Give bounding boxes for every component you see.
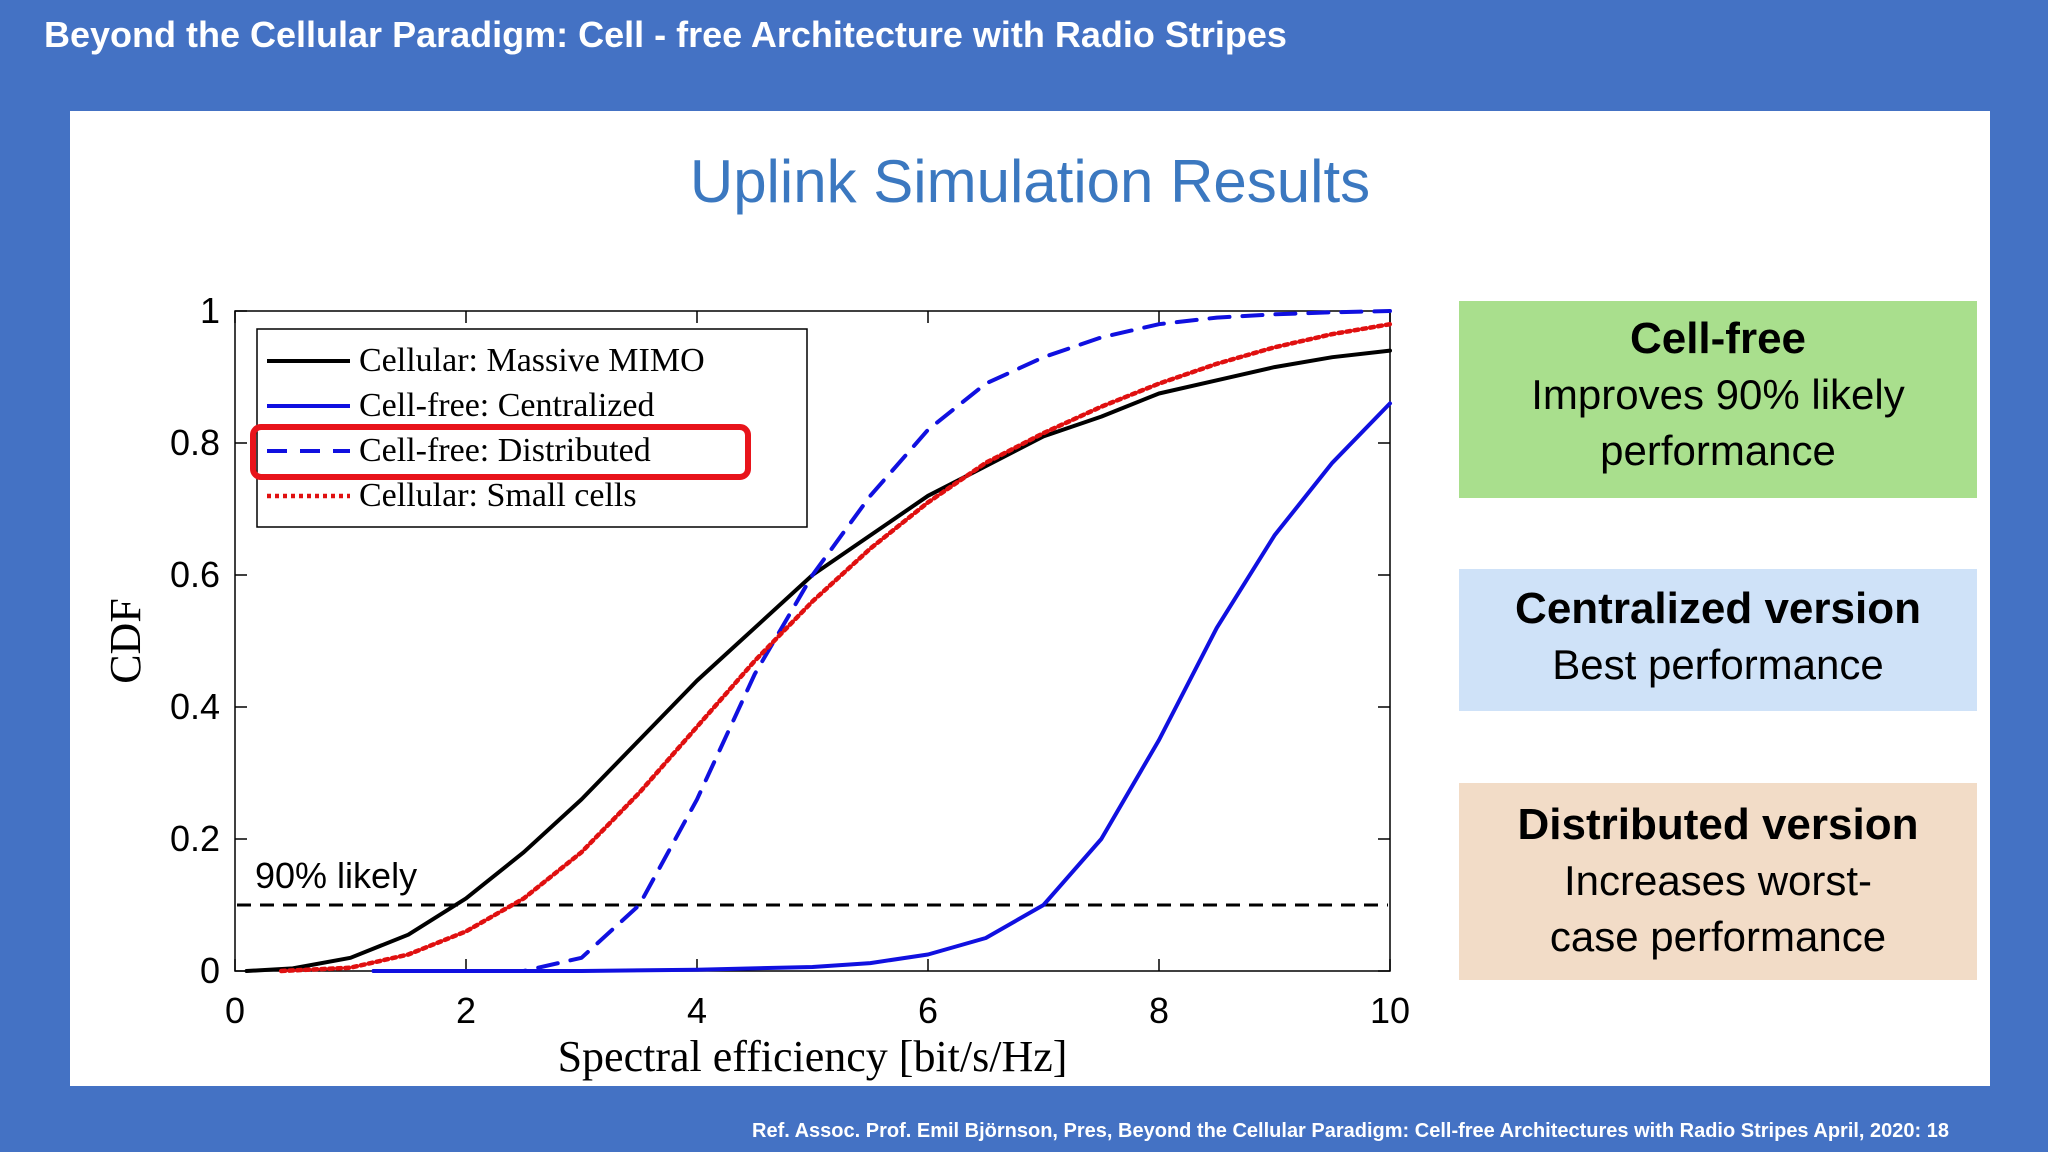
y-tick-label: 0.2 xyxy=(170,818,220,859)
y-tick-label: 1 xyxy=(200,290,220,331)
y-tick-label: 0.4 xyxy=(170,686,220,727)
slide-title: Uplink Simulation Results xyxy=(689,148,1371,215)
y-tick-label: 0.6 xyxy=(170,554,220,595)
x-tick-label: 0 xyxy=(225,990,245,1031)
x-tick-label: 6 xyxy=(918,990,938,1031)
callout-line: Improves 90% likely xyxy=(1531,371,1905,418)
callout-heading: Centralized version xyxy=(1515,584,1921,633)
callout-line: Increases worst- xyxy=(1563,857,1873,904)
x-tick-label: 8 xyxy=(1149,990,1169,1031)
y-tick-label: 0.8 xyxy=(170,422,220,463)
legend-entry: Cell-free: Centralized xyxy=(359,387,654,424)
y-axis-label: CDF xyxy=(101,598,150,684)
x-tick-label: 10 xyxy=(1370,990,1410,1031)
y-tick-label: 0 xyxy=(200,950,220,991)
presentation-title: Beyond the Cellular Paradigm: Cell - fre… xyxy=(44,14,1287,55)
legend-entry: Cell-free: Distributed xyxy=(359,432,651,469)
callout-centralized: Centralized version Best performance xyxy=(1459,569,1977,711)
x-tick-label: 4 xyxy=(687,990,707,1031)
plot-frame xyxy=(234,310,1391,972)
x-tick-label: 2 xyxy=(456,990,476,1031)
callout-heading: Distributed version xyxy=(1517,800,1919,849)
series-line-cell-free-distributed xyxy=(371,309,1392,973)
series-line-cellular-small-cells xyxy=(278,321,1393,974)
series-line-cell-free-centralized xyxy=(371,401,1392,973)
threshold-annotation: 90% likely xyxy=(255,855,417,896)
cdf-chart: 0 2 4 6 8 10 0 0.2 0.4 0.6 0.8 1 Spectral efficiency… xyxy=(101,290,1410,1081)
callout-distributed: Distributed version Increases worst- cas… xyxy=(1459,783,1977,980)
callout-heading: Cell-free xyxy=(1629,314,1807,363)
legend-entry: Cellular: Massive MIMO xyxy=(359,342,705,379)
slide-panel: Uplink Simulation Results 0 2 4 6 8 10 0 0.2 0.4… xyxy=(70,111,1990,1086)
reference-footer: Ref. Assoc. Prof. Emil Björnson, Pres, B… xyxy=(752,1120,1949,1142)
legend-entry: Cellular: Small cells xyxy=(359,477,637,514)
callout-cell-free: Cell-free Improves 90% likely performanc… xyxy=(1459,301,1977,498)
callout-line: performance xyxy=(1600,427,1836,474)
callout-line: Best performance xyxy=(1552,641,1884,688)
callout-line: case performance xyxy=(1549,913,1887,960)
legend-highlight-box xyxy=(250,424,751,480)
x-axis-label: Spectral efficiency [bit/s/Hz] xyxy=(558,1032,1068,1081)
